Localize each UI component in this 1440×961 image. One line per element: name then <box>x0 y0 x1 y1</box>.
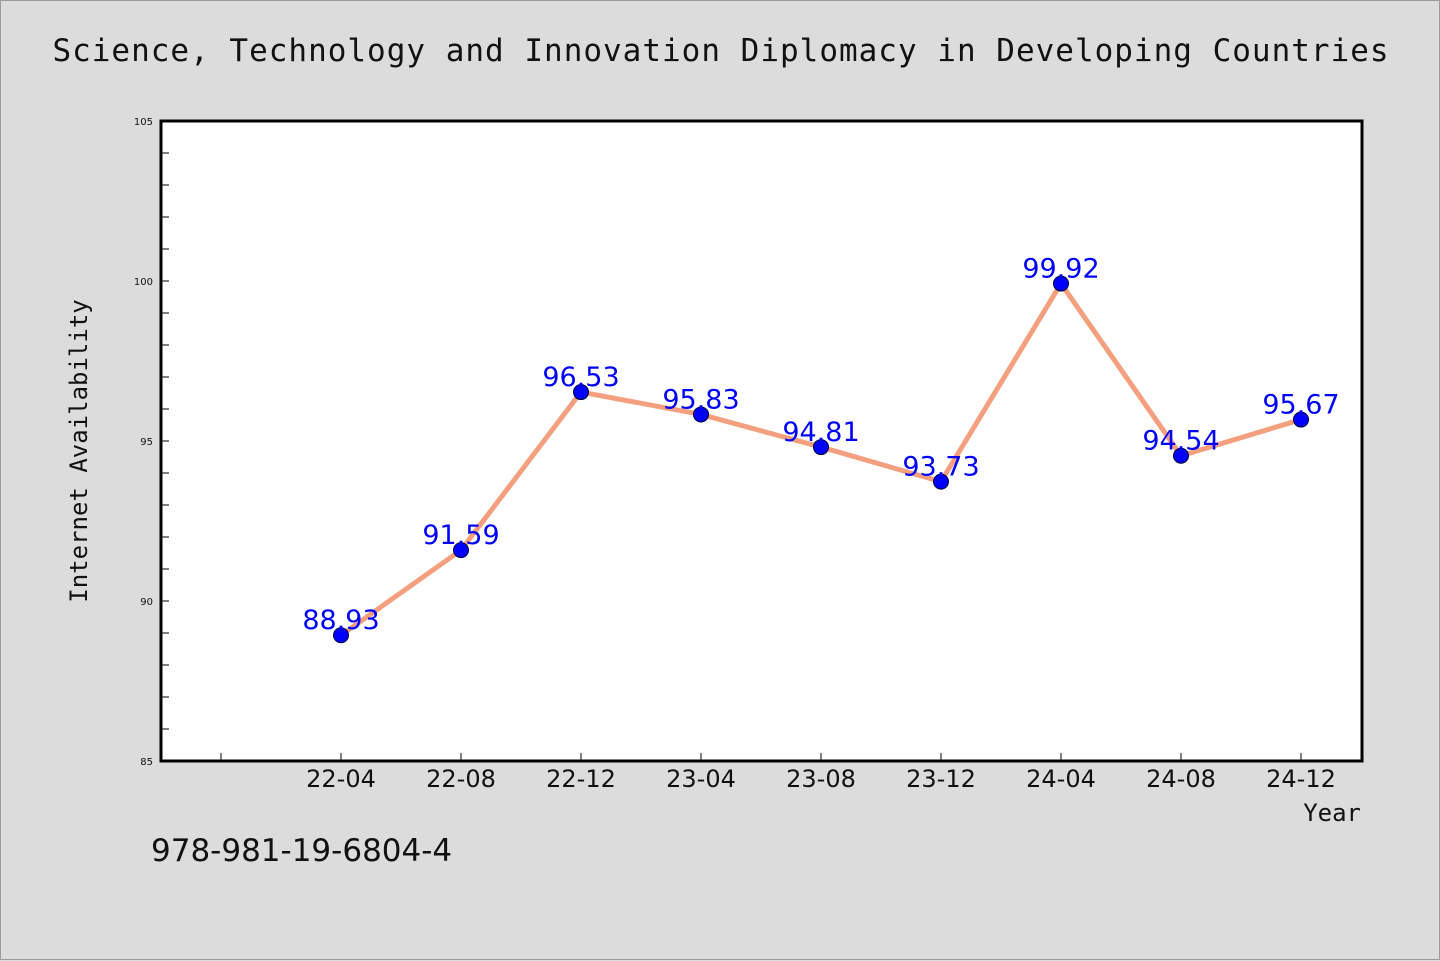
y-tick-label: 100 <box>134 277 153 288</box>
data-label: 96.53 <box>542 362 619 393</box>
data-point <box>453 542 469 559</box>
y-tick-label: 85 <box>140 757 153 768</box>
isbn-footer: 978-981-19-6804-4 <box>151 833 453 869</box>
data-label: 94.81 <box>782 417 859 448</box>
data-point <box>1053 275 1069 292</box>
y-tick-label: 90 <box>140 597 153 608</box>
data-point <box>813 439 829 456</box>
y-axis-title: Internet Availability <box>65 299 93 602</box>
x-tick-label: 22-04 <box>306 765 376 793</box>
x-axis: 22-04 22-08 22-12 23-04 23-08 23-12 24-04 24-08… <box>220 753 1336 793</box>
x-tick-label: 24-08 <box>1146 765 1216 793</box>
x-tick-label: 22-08 <box>426 765 496 793</box>
data-label: 95.83 <box>662 384 739 415</box>
x-tick-label: 24-12 <box>1266 765 1336 793</box>
x-tick-label: 23-04 <box>666 765 736 793</box>
data-point <box>333 627 349 644</box>
data-label: 91.59 <box>422 520 499 551</box>
data-label: 88.93 <box>302 605 379 636</box>
x-tick-label: 23-08 <box>786 765 856 793</box>
data-point <box>1293 411 1309 428</box>
data-point <box>933 473 949 490</box>
x-tick-label: 24-04 <box>1026 765 1096 793</box>
plot-area <box>159 119 1364 763</box>
y-tick-label: 95 <box>140 437 153 448</box>
data-point <box>573 384 589 401</box>
y-axis: 85 90 95 100 105 <box>134 117 169 768</box>
data-label: 99.92 <box>1022 254 1099 285</box>
data-label: 94.54 <box>1142 426 1219 457</box>
data-point <box>1173 447 1189 464</box>
x-tick-label: 23-12 <box>906 765 976 793</box>
data-label: 93.73 <box>902 452 979 483</box>
y-tick-label: 105 <box>134 117 153 128</box>
data-label: 95.67 <box>1262 390 1339 421</box>
x-tick-label: 22-12 <box>546 765 616 793</box>
data-point <box>693 406 709 423</box>
series-layer: 88.93 91.59 96.53 95.83 94.81 93.73 99.92 94.54… <box>302 254 1340 644</box>
x-axis-title: Year <box>1303 799 1361 827</box>
chart-title: Science, Technology and Innovation Diplo… <box>52 33 1390 69</box>
